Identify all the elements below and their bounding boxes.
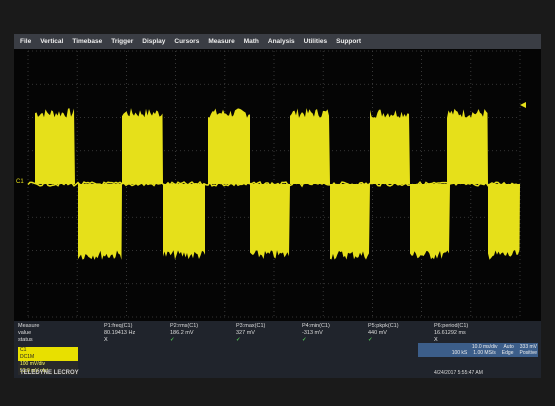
menu-item[interactable]: Trigger bbox=[111, 38, 133, 45]
signal-burst bbox=[447, 109, 488, 184]
channel-field: 100 mV/div bbox=[18, 361, 78, 368]
scope-screen: File Vertical Timebase Trigger Display Cursor… bbox=[14, 34, 541, 378]
menu-item[interactable]: Analysis bbox=[268, 38, 295, 45]
measure-cell: P3:max(C1) bbox=[236, 323, 302, 329]
measure-cell: P2:rms(C1) bbox=[170, 323, 236, 329]
measure-cell: ✓ bbox=[236, 337, 302, 343]
measure-cell: value bbox=[18, 330, 104, 336]
signal-burst bbox=[78, 184, 122, 260]
menu-item[interactable]: Measure bbox=[208, 38, 234, 45]
signal-burst bbox=[163, 184, 205, 260]
measure-cell: 440 mV bbox=[368, 330, 434, 336]
measure-cell: P6:period(C1) bbox=[434, 323, 500, 329]
measure-cell: P1:freq(C1) bbox=[104, 323, 170, 329]
menu-item[interactable]: Math bbox=[244, 38, 259, 45]
timebase-field: 100 kS bbox=[452, 350, 468, 356]
measure-cell: X bbox=[104, 337, 170, 343]
measure-cell: 327 mV bbox=[236, 330, 302, 336]
timestamp: 4/24/2017 5:55:47 AM bbox=[434, 370, 483, 376]
menu-bar: File Vertical Timebase Trigger Display Cursor… bbox=[14, 34, 541, 49]
signal-burst bbox=[488, 184, 520, 260]
timebase-row: 100 kS 1.00 MS/s Edge Positive bbox=[419, 350, 537, 356]
measure-cell: P5:pkpk(C1) bbox=[368, 323, 434, 329]
measure-cell: P4:min(C1) bbox=[302, 323, 368, 329]
menu-item[interactable]: Display bbox=[142, 38, 165, 45]
timebase-field: Edge bbox=[502, 350, 514, 356]
measure-cell: -313 mV bbox=[302, 330, 368, 336]
measure-cell: status bbox=[18, 337, 104, 343]
brand: TELEDYNE LECROY bbox=[20, 370, 79, 376]
signal-burst bbox=[208, 108, 250, 184]
measure-cell: ✓ bbox=[302, 337, 368, 343]
menu-item[interactable]: Support bbox=[336, 38, 361, 45]
menu-item[interactable]: Timebase bbox=[72, 38, 102, 45]
page: File Vertical Timebase Trigger Display Cursor… bbox=[0, 0, 555, 406]
measure-cell: 16.61292 ms bbox=[434, 330, 500, 336]
signal-burst bbox=[410, 184, 450, 259]
measure-cell: Measure bbox=[18, 323, 104, 329]
signal-burst bbox=[370, 110, 410, 184]
signal-burst bbox=[35, 108, 75, 184]
signal-burst bbox=[330, 184, 370, 260]
menu-item[interactable]: Vertical bbox=[40, 38, 63, 45]
signal-burst bbox=[290, 108, 330, 184]
measure-cell: 186.2 mV bbox=[170, 330, 236, 336]
channel-field: DC1M bbox=[18, 354, 78, 361]
timebase-field: 1.00 MS/s bbox=[473, 350, 496, 356]
measure-cell: ✓ bbox=[170, 337, 236, 343]
menu-item[interactable]: Cursors bbox=[174, 38, 199, 45]
menu-item[interactable]: File bbox=[20, 38, 31, 45]
timebase-field: Positive bbox=[519, 350, 537, 356]
signal-burst bbox=[122, 108, 163, 184]
measure-cell: 80.19413 Hz bbox=[104, 330, 170, 336]
signal-burst bbox=[250, 184, 290, 259]
menu-item[interactable]: Utilities bbox=[304, 38, 327, 45]
channel-field: C1 bbox=[18, 347, 78, 354]
trace-marker: C1 bbox=[16, 179, 24, 185]
trigger-marker bbox=[520, 102, 526, 108]
waveform-grid: C1 bbox=[14, 49, 541, 321]
